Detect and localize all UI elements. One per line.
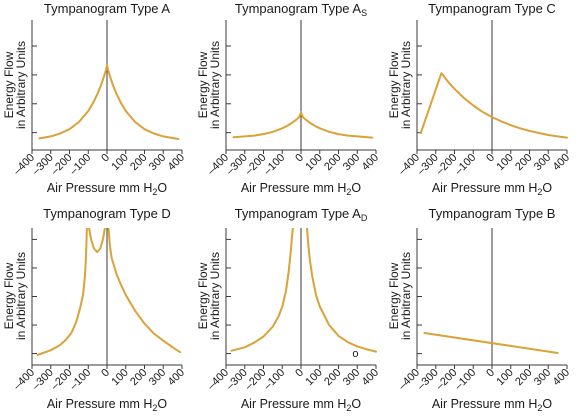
x-tick-label: 100: [303, 152, 324, 173]
curve: [38, 63, 180, 140]
x-axis-label-text-end: O: [351, 397, 361, 411]
x-axis-label-text: Air Pressure mm H: [432, 397, 538, 411]
chart-title-subscript: D: [361, 213, 368, 223]
x-tick-label: 300: [532, 367, 553, 388]
y-axis-label: Energy Flow: [196, 51, 210, 118]
x-tick-label: 400: [166, 367, 187, 388]
x-axis-label-subscript: 2: [152, 403, 157, 413]
chart-title-text: Tympanogram Type B: [429, 206, 556, 221]
x-axis-label-text-end: O: [542, 181, 552, 195]
y-axis-label: in Arbitrary Units: [399, 252, 413, 340]
x-axis-label-text: Air Pressure mm H: [241, 397, 347, 411]
x-tick-label: 100: [494, 367, 515, 388]
curve: [232, 111, 374, 139]
x-axis-label: Air Pressure mm H2O: [241, 181, 362, 197]
x-tick-label: 300: [147, 152, 168, 173]
x-axis-label-text-end: O: [157, 397, 167, 411]
y-axis-label: in Arbitrary Units: [208, 252, 222, 340]
x-axis-label-subscript: 2: [346, 187, 351, 197]
y-axis-label: in Arbitrary Units: [14, 41, 28, 129]
x-tick-label: 200: [513, 152, 534, 173]
x-tick-label: –100: [68, 152, 94, 178]
x-axis-label-text-end: O: [157, 181, 167, 195]
x-tick-label: 300: [341, 367, 362, 388]
chart-title-text: Tympanogram Type A: [44, 1, 171, 16]
chart-title: Tympanogram Type D: [43, 206, 171, 221]
chart-title-subscript: S: [361, 8, 367, 18]
x-tick-label: 100: [494, 152, 515, 173]
x-tick-label: –100: [453, 367, 479, 393]
x-tick-label: –100: [68, 367, 94, 393]
x-tick-label: 200: [513, 367, 534, 388]
x-axis-label: Air Pressure mm H2O: [47, 397, 168, 413]
chart-title: Tympanogram Type C: [428, 1, 556, 16]
x-tick-label: 200: [322, 152, 343, 173]
curve: [36, 228, 182, 356]
x-tick-label: 300: [341, 152, 362, 173]
chart-title-text: Tympanogram Type A: [235, 1, 362, 16]
x-axis-label-text: Air Pressure mm H: [47, 181, 153, 195]
x-axis-label: Air Pressure mm H2O: [432, 397, 553, 413]
y-axis-label: in Arbitrary Units: [14, 252, 28, 340]
x-tick-label: 400: [360, 367, 381, 388]
y-axis-label: Energy Flow: [2, 51, 16, 118]
y-axis-label: in Arbitrary Units: [399, 41, 413, 129]
chart-title-text: Tympanogram Type A: [235, 206, 362, 221]
x-axis-label-text: Air Pressure mm H: [47, 397, 153, 411]
y-axis-label: Energy Flow: [387, 262, 401, 329]
x-axis-label-text: Air Pressure mm H: [432, 181, 538, 195]
x-axis-label-subscript: 2: [537, 187, 542, 197]
x-axis-label: Air Pressure mm H2O: [241, 397, 362, 413]
chart-title: Tympanogram Type AD: [235, 206, 368, 223]
chart-title: Tympanogram Type A: [44, 1, 171, 16]
x-axis-label-subscript: 2: [537, 403, 542, 413]
x-axis-label-text-end: O: [351, 181, 361, 195]
x-axis-label: Air Pressure mm H2O: [47, 181, 168, 197]
curve: [419, 72, 568, 139]
x-tick-label: 400: [360, 152, 381, 173]
curve: [230, 228, 294, 352]
x-tick-label: –100: [262, 367, 288, 393]
x-axis-label-text: Air Pressure mm H: [241, 181, 347, 195]
x-tick-label: 200: [322, 367, 343, 388]
x-tick-label: –100: [453, 152, 479, 178]
x-tick-label: 300: [532, 152, 553, 173]
x-tick-label: 100: [109, 152, 130, 173]
x-tick-label: 100: [303, 367, 324, 388]
x-axis-label-text-end: O: [542, 397, 552, 411]
x-tick-label: 400: [551, 367, 572, 388]
chart-title-text: Tympanogram Type D: [43, 206, 171, 221]
x-axis-label: Air Pressure mm H2O: [432, 181, 553, 197]
y-axis-label: Energy Flow: [387, 51, 401, 118]
chart-title: Tympanogram Type AS: [235, 1, 367, 18]
x-tick-label: –100: [262, 152, 288, 178]
annotation: o: [352, 348, 358, 360]
y-axis-label: Energy Flow: [2, 262, 16, 329]
x-axis-label-subscript: 2: [152, 187, 157, 197]
chart-title: Tympanogram Type B: [429, 206, 556, 221]
x-tick-label: 200: [128, 152, 149, 173]
x-tick-label: 200: [128, 367, 149, 388]
x-tick-label: 400: [166, 152, 187, 173]
x-tick-label: 100: [109, 367, 130, 388]
curve: [305, 228, 377, 353]
chart-title-text: Tympanogram Type C: [428, 1, 556, 16]
x-tick-label: 300: [147, 367, 168, 388]
curve: [423, 332, 559, 354]
y-axis-label: Energy Flow: [196, 262, 210, 329]
y-axis-label: in Arbitrary Units: [208, 41, 222, 129]
x-axis-label-subscript: 2: [346, 403, 351, 413]
x-tick-label: 400: [551, 152, 572, 173]
